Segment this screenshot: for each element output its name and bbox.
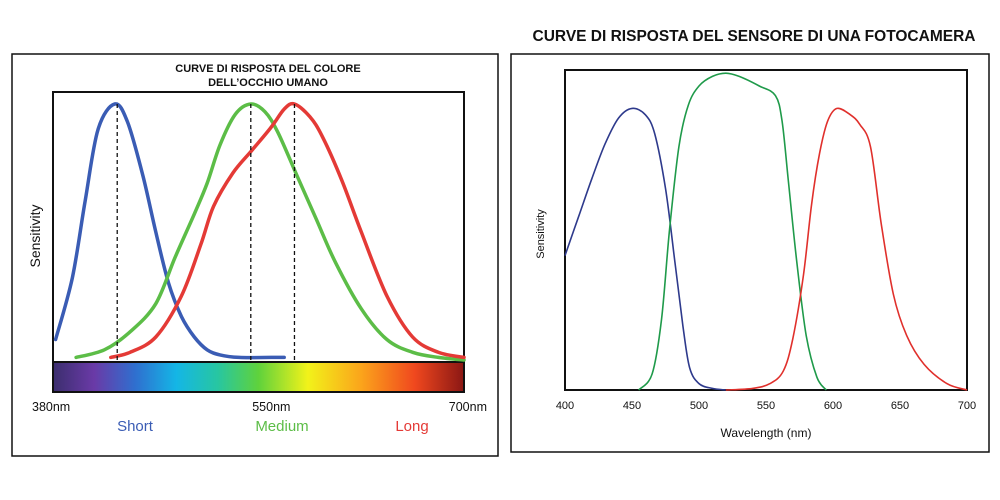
series-line-long xyxy=(109,101,466,360)
sensor-line-red xyxy=(725,107,968,391)
spectrum-bar xyxy=(52,361,465,393)
left-tick-labels: 380nm 550nm 700nm xyxy=(32,400,487,414)
left-series-group xyxy=(53,101,466,362)
x-tick-label: 550nm xyxy=(252,400,290,414)
x-tick-label: 500 xyxy=(690,400,708,412)
right-y-axis-label: Sensitivity xyxy=(535,209,547,259)
x-tick-label: 550 xyxy=(757,400,775,412)
x-tick-label: 650 xyxy=(891,400,909,412)
series-line-medium xyxy=(74,102,466,362)
camera-response-panel: CURVE DI RISPOSTA DEL SENSORE DI UNA FOT… xyxy=(510,28,990,453)
left-title-line-1: CURVE DI RISPOSTA DEL COLORE xyxy=(175,63,360,75)
right-panel-border xyxy=(510,53,990,453)
left-band-labels: Short Medium Long xyxy=(117,418,429,435)
left-peak-markers xyxy=(116,104,296,362)
series-line-short xyxy=(53,102,286,360)
x-tick-label: 380nm xyxy=(32,400,70,414)
right-series-group xyxy=(564,72,968,391)
x-tick-label: 600 xyxy=(824,400,842,412)
x-tick-label: 400 xyxy=(556,400,574,412)
left-y-axis-label: Sensitivity xyxy=(27,204,43,267)
sensor-line-green xyxy=(638,72,827,391)
left-title-line-2: DELL’OCCHIO UMANO xyxy=(208,77,328,89)
eye-response-panel: CURVE DI RISPOSTA DEL COLORE DELL’OCCHIO… xyxy=(11,53,499,457)
left-panel-border xyxy=(11,53,499,457)
right-x-axis-label: Wavelength (nm) xyxy=(721,426,812,440)
x-tick-label: 450 xyxy=(623,400,641,412)
sensor-line-blue xyxy=(564,107,726,391)
right-title: CURVE DI RISPOSTA DEL SENSORE DI UNA FOT… xyxy=(533,28,976,45)
band-label-short: Short xyxy=(117,418,154,435)
right-plot-frame xyxy=(564,69,968,391)
x-tick-label: 700 xyxy=(958,400,976,412)
right-tick-labels: 400 450 500 550 600 650 700 xyxy=(556,400,976,412)
band-label-long: Long xyxy=(395,418,428,435)
band-label-medium: Medium xyxy=(255,418,308,435)
x-tick-label: 700nm xyxy=(449,400,487,414)
